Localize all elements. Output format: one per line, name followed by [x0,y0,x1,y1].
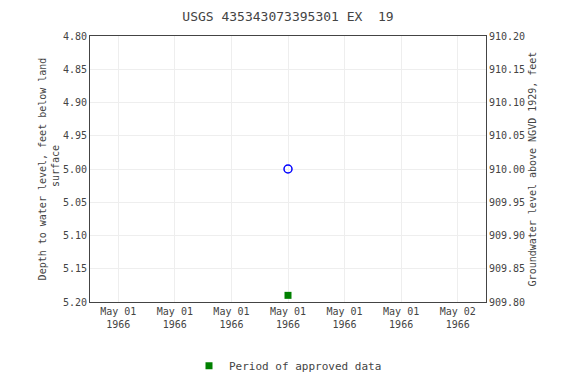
svg-text:5.00: 5.00 [63,164,87,175]
svg-text:4.95: 4.95 [63,130,87,141]
svg-text:May 011966: May 011966 [213,306,249,330]
svg-text:909.80: 909.80 [489,297,525,308]
svg-text:909.90: 909.90 [489,230,525,241]
svg-text:4.85: 4.85 [63,64,87,75]
svg-text:5.05: 5.05 [63,197,87,208]
svg-text:910.15: 910.15 [489,64,525,75]
svg-text:Depth to water level, feet bel: Depth to water level, feet below land su… [37,58,61,281]
svg-text:May 011966: May 011966 [100,306,136,330]
svg-text:May 011966: May 011966 [157,306,193,330]
svg-text:5.10: 5.10 [63,230,87,241]
svg-text:5.20: 5.20 [63,297,87,308]
svg-text:910.20: 910.20 [489,31,525,42]
svg-text:Period of approved data: Period of approved data [229,360,381,373]
svg-text:910.05: 910.05 [489,130,525,141]
svg-text:4.90: 4.90 [63,97,87,108]
svg-text:5.15: 5.15 [63,263,87,274]
svg-text:May 021966: May 021966 [440,306,476,330]
svg-text:909.85: 909.85 [489,263,525,274]
svg-text:May 011966: May 011966 [270,306,306,330]
svg-text:May 011966: May 011966 [383,306,419,330]
svg-text:909.95: 909.95 [489,197,525,208]
svg-text:910.00: 910.00 [489,164,525,175]
svg-text:Groundwater level above NGVD 1: Groundwater level above NGVD 1929, feet [527,52,538,287]
svg-text:USGS 435343073395301 EX 19: USGS 435343073395301 EX 19 [182,9,393,24]
svg-text:May 011966: May 011966 [327,306,363,330]
svg-text:4.80: 4.80 [63,31,87,42]
svg-text:910.10: 910.10 [489,97,525,108]
